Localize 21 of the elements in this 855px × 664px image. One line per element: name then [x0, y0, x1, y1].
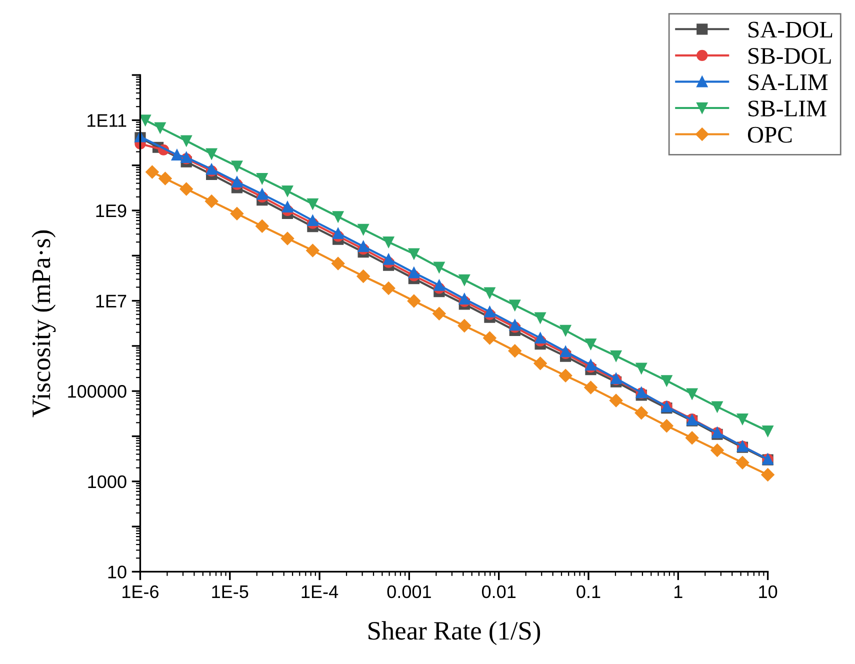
x-tick-label: 1 — [674, 586, 682, 598]
legend-label: SA-DOL — [748, 22, 832, 38]
x-tick-label: 1E-5 — [212, 586, 248, 598]
y-axis-title: Viscosity (mPa·s) — [32, 230, 56, 418]
x-tick-label: 0.001 — [387, 585, 431, 598]
y-tick-label: 10 — [108, 566, 126, 578]
y-tick-label: 1E7 — [96, 294, 126, 308]
legend-label: SB-DOL — [748, 48, 831, 64]
y-tick-label: 1000 — [88, 475, 126, 488]
y-tick-label: 1E9 — [96, 204, 126, 218]
legend-label: OPC — [748, 126, 792, 143]
x-axis-title: Shear Rate (1/S) — [368, 621, 540, 646]
legend-label: SA-LIM — [748, 74, 828, 90]
x-tick-label: 0.1 — [576, 585, 600, 598]
x-tick-label: 1E-4 — [302, 586, 338, 598]
y-tick-label: 1E11 — [88, 114, 126, 127]
legend-label: SB-LIM — [748, 100, 826, 116]
x-tick-label: 1E-6 — [122, 585, 158, 598]
x-tick-label: 10 — [759, 585, 778, 598]
x-tick-label: 0.01 — [482, 585, 516, 598]
y-tick-label: 100000 — [68, 385, 126, 398]
